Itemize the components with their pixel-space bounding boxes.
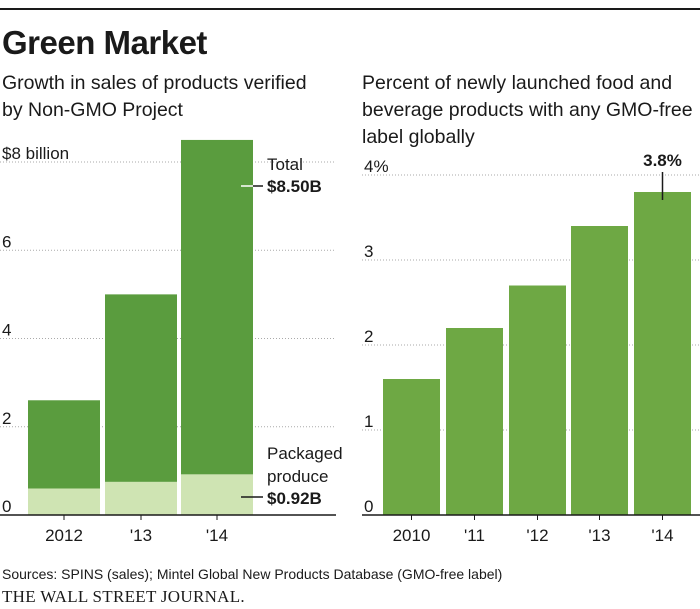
y-tick-label: 1 xyxy=(364,412,373,431)
chart-title: Green Market xyxy=(2,24,207,61)
y-tick-label: 3 xyxy=(364,242,373,261)
x-tick-label: '14 xyxy=(651,526,673,545)
x-tick-label: '14 xyxy=(206,526,228,545)
last-value-label: 3.8% xyxy=(643,151,682,170)
x-tick-label: '11 xyxy=(464,526,485,545)
y-tick-label: 0 xyxy=(364,497,373,516)
total-bar xyxy=(28,400,100,489)
packaged-produce-label: produce xyxy=(267,467,328,486)
y-tick-label: 4 xyxy=(2,321,11,340)
x-tick-label: 2010 xyxy=(393,526,431,545)
top-rule xyxy=(0,8,700,10)
percent-bar xyxy=(509,285,566,515)
packaged-produce-bar xyxy=(181,474,253,515)
y-tick-label: 2 xyxy=(2,409,11,428)
packaged-produce-value-label: $0.92B xyxy=(267,489,322,508)
y-tick-label: 2 xyxy=(364,327,373,346)
source-note: Sources: SPINS (sales); Mintel Global Ne… xyxy=(2,566,503,582)
percent-bar xyxy=(446,328,503,515)
x-tick-label: '12 xyxy=(526,526,548,545)
y-tick-label: 6 xyxy=(2,232,11,251)
percent-bar xyxy=(383,379,440,515)
right-chart-subtitle: Percent of newly launched food and bever… xyxy=(362,72,693,148)
packaged-produce-label: Packaged xyxy=(267,444,343,463)
y-tick-label: $8 billion xyxy=(2,144,69,163)
y-tick-label: 4% xyxy=(364,157,389,176)
x-tick-label: '13 xyxy=(130,526,152,545)
total-bar xyxy=(181,139,253,475)
left-chart-subtitle: Growth in sales of products verified by … xyxy=(2,72,307,121)
total-value-label: $8.50B xyxy=(267,177,322,196)
publisher-logo: THE WALL STREET JOURNAL. xyxy=(2,587,245,606)
total-bar xyxy=(105,294,177,482)
percent-bar xyxy=(571,226,628,515)
x-tick-label: 2012 xyxy=(45,526,83,545)
percent-bar xyxy=(634,192,691,515)
packaged-produce-bar xyxy=(105,481,177,515)
x-tick-label: '13 xyxy=(588,526,610,545)
y-tick-label: 0 xyxy=(2,497,11,516)
total-label: Total xyxy=(267,155,303,174)
packaged-produce-bar xyxy=(28,488,100,515)
